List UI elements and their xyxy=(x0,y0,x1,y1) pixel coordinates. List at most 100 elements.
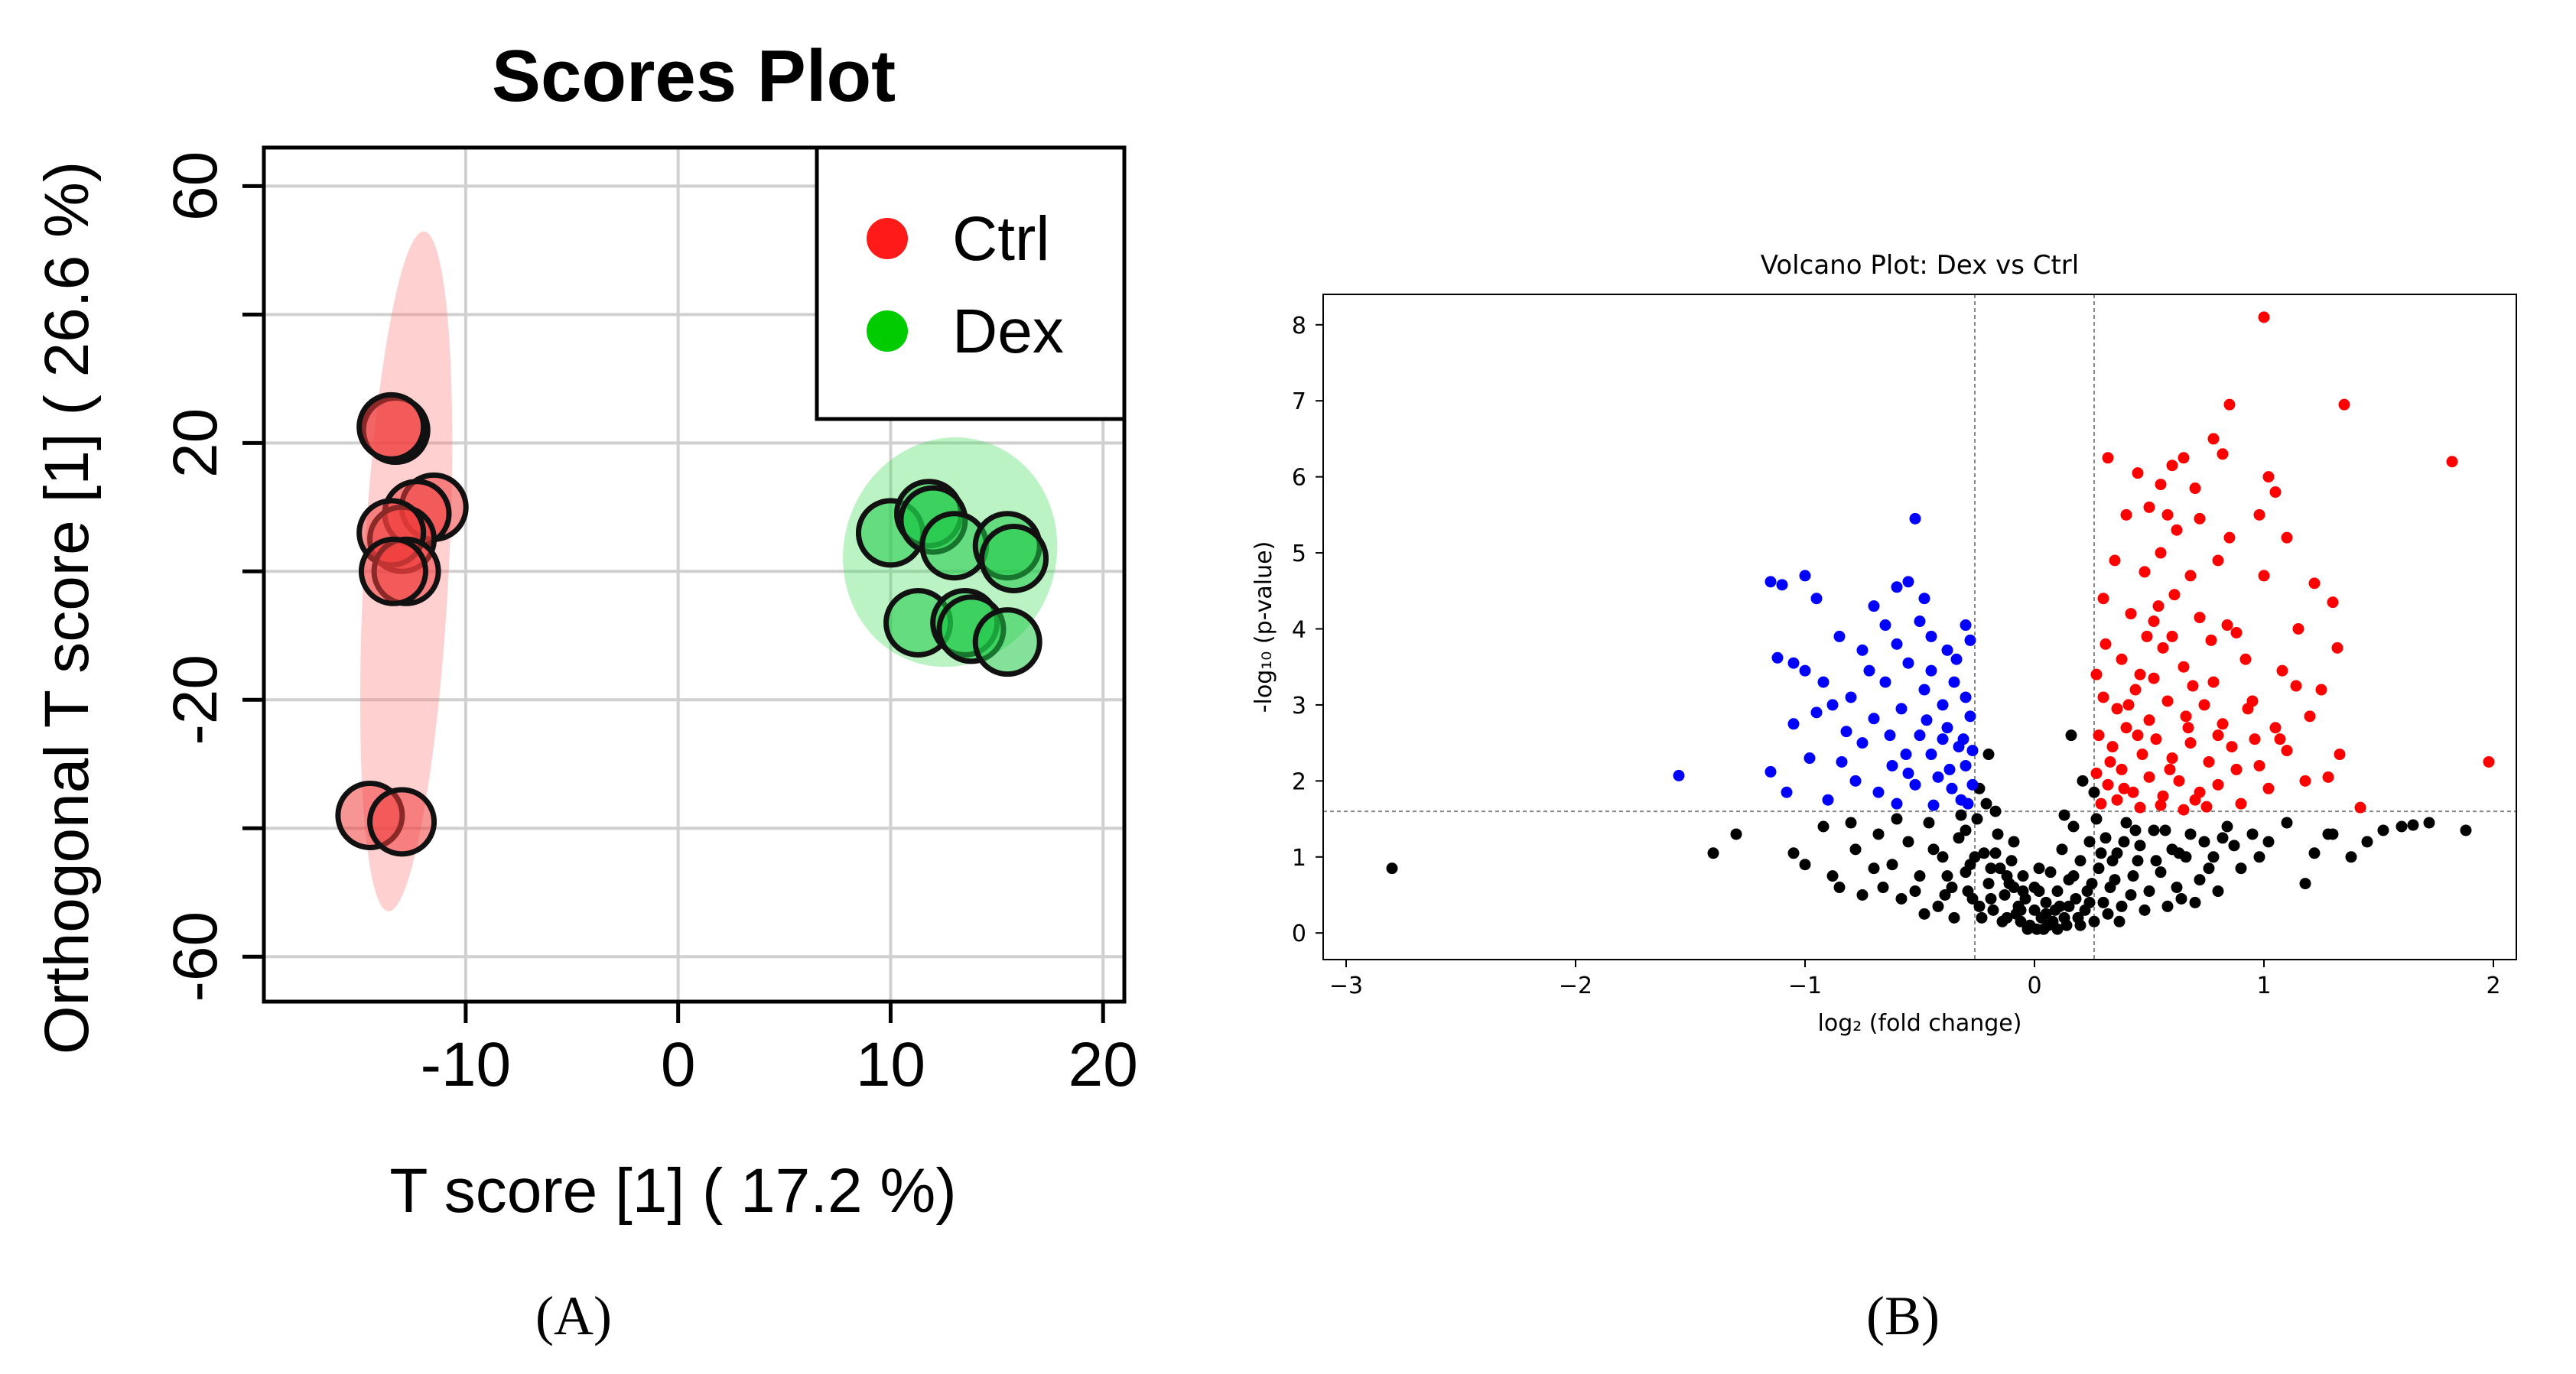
volcano-point-up xyxy=(2173,775,2185,787)
scores-x-axis-label: T score [1] ( 17.2 %) xyxy=(389,1156,956,1226)
scores-x-tick-label: -10 xyxy=(421,1030,512,1100)
volcano-plot-title: Volcano Plot: Dex vs Ctrl xyxy=(1761,250,2079,281)
volcano-point-down xyxy=(1891,581,1903,593)
volcano-point-not-significant xyxy=(2217,832,2229,844)
volcano-point-not-significant xyxy=(2118,836,2130,848)
volcano-point-not-significant xyxy=(1849,843,1862,856)
volcano-point-not-significant xyxy=(2173,847,2185,859)
volcano-point-up xyxy=(2203,755,2215,768)
volcano-point-not-significant xyxy=(2203,862,2215,875)
volcano-point-not-significant xyxy=(1923,817,1935,829)
volcano-point-not-significant xyxy=(2063,900,2075,912)
score-point-dex xyxy=(979,524,1049,594)
volcano-point-up xyxy=(2150,733,2162,745)
volcano-point-down xyxy=(1900,749,1912,761)
volcano-point-down xyxy=(1960,691,1972,703)
volcano-point-not-significant xyxy=(2021,923,2034,935)
scores-y-tick-label: -60 xyxy=(161,911,230,1002)
volcano-point-down xyxy=(1817,676,1830,688)
volcano-point-not-significant xyxy=(2093,862,2105,875)
volcano-point-not-significant xyxy=(1895,892,1908,905)
volcano-point-up xyxy=(2207,676,2220,688)
volcano-point-down xyxy=(1781,786,1793,798)
volcano-point-not-significant xyxy=(2132,855,2144,867)
legend-marker-dex xyxy=(867,310,908,352)
volcano-point-up xyxy=(2184,737,2197,749)
panel-label-b: (B) xyxy=(1866,1285,1940,1346)
volcano-point-down xyxy=(1902,767,1914,779)
volcano-point-down xyxy=(1868,713,1880,725)
volcano-point-up xyxy=(2129,684,2142,696)
volcano-point-not-significant xyxy=(2095,847,2107,859)
volcano-point-up xyxy=(2100,638,2112,650)
volcano-point-not-significant xyxy=(2194,874,2206,886)
volcano-point-not-significant xyxy=(2116,900,2128,912)
volcano-point-down xyxy=(1764,576,1777,588)
volcano-point-not-significant xyxy=(2120,817,2132,829)
volcano-point-not-significant xyxy=(2028,882,2041,894)
volcano-point-up xyxy=(2155,547,2167,559)
volcano-point-up xyxy=(2143,501,2155,513)
scores-x-tick-label: 10 xyxy=(856,1030,925,1100)
volcano-point-up xyxy=(2194,512,2206,525)
volcano-point-up xyxy=(2194,612,2206,624)
volcano-point-up xyxy=(2109,554,2121,567)
volcano-point-not-significant xyxy=(1982,878,1995,890)
volcano-point-up xyxy=(2111,703,2123,715)
volcano-point-up xyxy=(2292,622,2304,635)
volcano-point-not-significant xyxy=(2113,915,2126,927)
volcano-point-not-significant xyxy=(1833,882,1846,894)
volcano-point-not-significant xyxy=(1962,885,1974,898)
volcano-point-down xyxy=(1810,706,1823,719)
volcano-point-not-significant xyxy=(1973,900,1986,912)
scores-x-tick-label: 0 xyxy=(661,1030,696,1100)
volcano-point-not-significant xyxy=(2207,851,2220,863)
volcano-point-up xyxy=(2281,745,2293,757)
volcano-y-tick-label: 8 xyxy=(1292,313,1306,339)
volcano-point-not-significant xyxy=(2067,870,2080,882)
volcano-point-down xyxy=(1799,664,1811,677)
volcano-point-up xyxy=(2104,755,2116,768)
volcano-point-not-significant xyxy=(1976,911,1988,924)
volcano-y-axis-label: -log₁₀ (p-value) xyxy=(1251,541,1277,713)
volcano-point-up xyxy=(2141,630,2153,642)
volcano-point-up xyxy=(2180,710,2192,723)
volcano-point-up xyxy=(2139,566,2151,578)
volcano-point-up xyxy=(2230,763,2243,775)
volcano-y-tick-label: 6 xyxy=(1292,465,1306,492)
volcano-point-up xyxy=(2097,593,2109,605)
volcano-point-down xyxy=(1946,782,1958,794)
volcano-point-down xyxy=(1941,722,1953,734)
volcano-point-down xyxy=(1886,759,1898,771)
volcano-y-tick-label: 2 xyxy=(1292,768,1306,795)
volcano-point-up xyxy=(2269,486,2282,499)
volcano-point-not-significant xyxy=(1955,809,1967,821)
volcano-point-not-significant xyxy=(1946,882,1958,894)
volcano-point-up xyxy=(2161,508,2174,521)
volcano-point-not-significant xyxy=(2159,824,2171,836)
volcano-point-not-significant xyxy=(2065,729,2077,742)
volcano-point-not-significant xyxy=(2221,820,2233,833)
volcano-point-up xyxy=(2095,797,2107,810)
volcano-point-not-significant xyxy=(2017,885,2029,898)
volcano-point-not-significant xyxy=(1985,892,1997,905)
volcano-point-down xyxy=(1804,752,1816,765)
volcano-point-not-significant xyxy=(1989,847,2002,859)
volcano-point-down xyxy=(1845,691,1857,703)
volcano-point-down xyxy=(1937,733,1949,745)
volcano-point-not-significant xyxy=(1918,908,1930,920)
volcano-point-up xyxy=(2212,554,2224,567)
volcano-point-not-significant xyxy=(2044,866,2057,879)
volcano-point-not-significant xyxy=(1817,820,1830,833)
volcano-point-down xyxy=(1937,699,1949,711)
volcano-point-down xyxy=(1879,619,1891,632)
volcano-point-down xyxy=(1822,794,1834,806)
volcano-point-not-significant xyxy=(2129,824,2142,836)
volcano-point-down xyxy=(1925,630,1937,642)
volcano-point-not-significant xyxy=(2127,870,2139,882)
volcano-point-not-significant xyxy=(2102,908,2114,920)
volcano-point-not-significant xyxy=(2067,820,2080,833)
volcano-point-up xyxy=(2299,775,2311,787)
volcano-point-down xyxy=(1964,710,1976,723)
volcano-point-up xyxy=(2120,722,2132,734)
